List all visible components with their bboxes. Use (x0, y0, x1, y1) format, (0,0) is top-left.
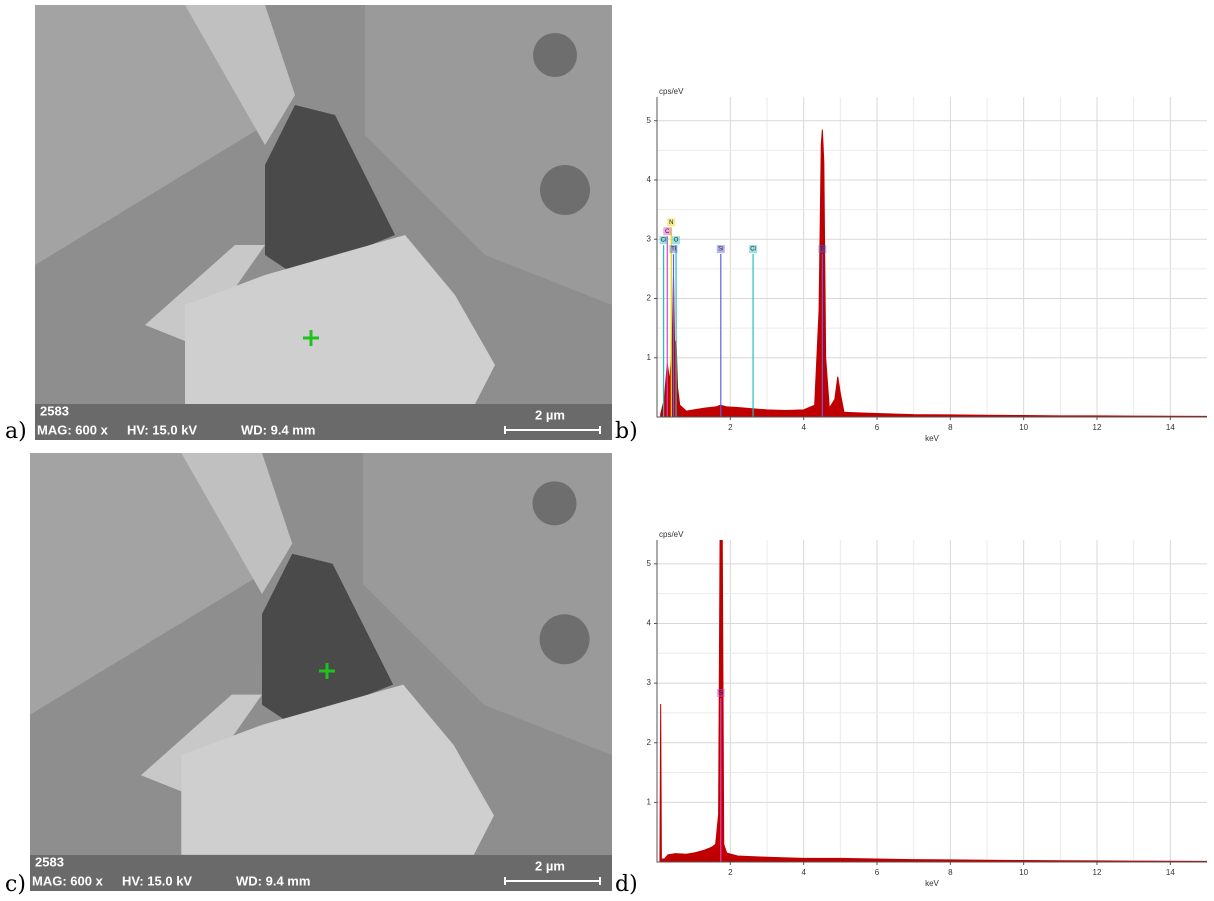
sem-info-bar (35, 404, 612, 440)
sem-spot (532, 481, 577, 526)
sem-hole (265, 105, 395, 275)
scale-bar (504, 877, 601, 885)
y-tick-label: 2 (647, 738, 652, 747)
y-axis-label: cps/eV (659, 530, 684, 539)
element-tag (716, 689, 725, 698)
x-tick-label: 8 (948, 423, 953, 432)
sem-scale: 2 µm (535, 858, 565, 873)
panel-label: a) (5, 419, 27, 444)
sem-spot (533, 33, 577, 77)
y-tick-label: 5 (647, 116, 652, 125)
x-tick-label: 6 (875, 423, 880, 432)
crosshair (303, 330, 319, 346)
x-tick-label: 2 (728, 868, 733, 877)
y-tick-label: 1 (647, 353, 652, 362)
x-tick-label: 10 (1019, 868, 1028, 877)
y-tick-label: 5 (647, 559, 652, 568)
axis (656, 97, 1207, 418)
element-label: Cl (750, 247, 756, 253)
spectrum-area (659, 540, 1207, 862)
sem-region (30, 453, 262, 715)
sem-id: 2583 (40, 403, 69, 418)
sem-scale: 2 µm (535, 407, 565, 422)
element-tag (669, 245, 678, 254)
element-label: Si (718, 247, 723, 253)
element-label: N (669, 220, 673, 226)
x-tick-label: 2 (728, 423, 733, 432)
sem-image (30, 453, 612, 891)
sem-region (35, 5, 265, 265)
sem-mag: MAG: 600 x (32, 873, 104, 888)
sem-info-bar (30, 855, 612, 891)
element-label: Cl (661, 238, 667, 244)
x-tick-label: 12 (1093, 868, 1102, 877)
element-label: O (674, 238, 679, 244)
sem-spot (540, 165, 590, 215)
y-axis-label: cps/eV (659, 87, 684, 96)
element-tag (672, 236, 681, 245)
y-tick-label: 3 (647, 678, 652, 687)
y-tick-label: 1 (647, 797, 652, 806)
sem-shard (181, 453, 293, 594)
sem-shard (185, 5, 295, 145)
x-tick-label: 14 (1166, 868, 1175, 877)
x-tick-label: 4 (801, 868, 806, 877)
sem-region (362, 453, 612, 756)
x-tick-label: 6 (875, 868, 880, 877)
y-tick-label: 4 (647, 175, 652, 184)
sem-image (35, 5, 612, 440)
sem-id: 2583 (35, 854, 64, 869)
element-tag (663, 227, 672, 236)
x-axis-label: keV (925, 879, 939, 888)
element-label: Ti (820, 247, 825, 253)
element-tag (667, 218, 676, 227)
x-tick-label: 10 (1019, 423, 1028, 432)
sem-region (365, 5, 612, 305)
sem-mag: MAG: 600 x (37, 422, 109, 437)
y-tick-label: 3 (647, 234, 652, 243)
sem-hv: HV: 15.0 kV (127, 422, 197, 437)
sem-shard (145, 245, 265, 345)
sem-hole (261, 553, 394, 725)
x-axis-label: keV (925, 434, 939, 443)
sem-wd: WD: 9.4 mm (236, 873, 310, 888)
x-tick-label: 12 (1093, 423, 1102, 432)
element-tag (659, 236, 668, 245)
sem-shard (181, 684, 494, 855)
panel-label: b) (615, 419, 638, 444)
sem-shard (185, 235, 495, 404)
sem-wd: WD: 9.4 mm (241, 422, 315, 437)
element-tag (818, 245, 827, 254)
y-tick-label: 2 (647, 294, 652, 303)
scale-bar (504, 426, 601, 434)
x-tick-label: 14 (1166, 423, 1175, 432)
element-label: C (665, 229, 670, 235)
x-tick-label: 4 (801, 423, 806, 432)
axis (656, 540, 1207, 863)
element-tag (749, 245, 758, 254)
element-label: Si (718, 691, 723, 697)
element-tag (716, 245, 725, 254)
sem-hv: HV: 15.0 kV (122, 873, 192, 888)
sem-shard (140, 694, 262, 796)
panel-label: c) (5, 872, 26, 897)
x-tick-label: 8 (948, 868, 953, 877)
y-tick-label: 4 (647, 619, 652, 628)
crosshair (319, 663, 335, 679)
spectrum-area (660, 129, 1207, 417)
element-label: Ti (671, 247, 676, 253)
panel-label: d) (615, 872, 638, 897)
sem-spot (539, 614, 590, 665)
